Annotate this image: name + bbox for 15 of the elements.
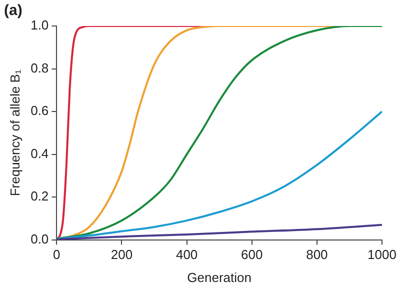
x-tick-label: 1000 bbox=[368, 247, 396, 262]
x-axis-title: Generation bbox=[187, 270, 252, 285]
y-axis-title: Frequency of allele B₁ bbox=[7, 69, 22, 196]
y-tick-label: 1.0 bbox=[30, 18, 49, 33]
y-tick-label: 0.4 bbox=[30, 146, 49, 161]
x-tick-label: 0 bbox=[53, 247, 60, 262]
x-tick-label: 400 bbox=[176, 247, 198, 262]
y-tick-label: 0.2 bbox=[30, 188, 49, 204]
y-tick-label: 0.8 bbox=[30, 60, 49, 76]
chart-title: (a) bbox=[4, 2, 22, 20]
y-tick-label: 0.6 bbox=[30, 103, 49, 118]
x-tick-label: 600 bbox=[241, 247, 263, 262]
x-tick-label: 200 bbox=[110, 247, 133, 262]
x-tick-label: 800 bbox=[306, 247, 328, 262]
y-tick-label: 0.0 bbox=[30, 231, 49, 246]
